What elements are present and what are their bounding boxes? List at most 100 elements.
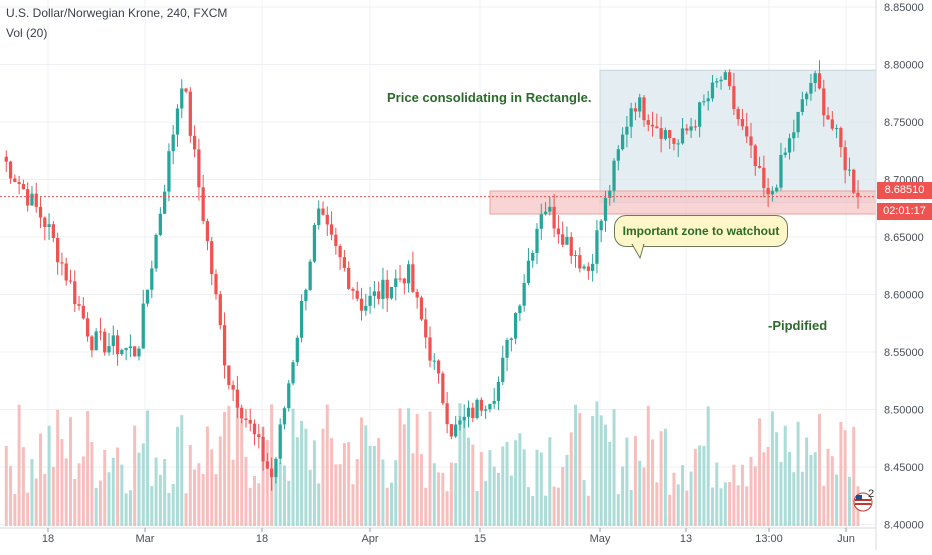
candle-body <box>389 286 394 299</box>
candle-body <box>659 128 663 139</box>
volume-bar <box>484 481 488 526</box>
volume-bar <box>496 472 500 526</box>
candle-body <box>287 383 291 409</box>
candle-body <box>839 128 843 148</box>
volume-bar <box>608 441 612 526</box>
candle-body <box>715 81 719 83</box>
volume-bar <box>402 424 406 526</box>
volume-bar <box>796 421 800 526</box>
volume-bar <box>582 480 586 526</box>
volume-bar <box>197 463 201 526</box>
candle-body <box>282 408 287 425</box>
volume-bar <box>227 405 231 526</box>
volume-bar <box>805 437 809 526</box>
candle-body <box>591 263 595 271</box>
candle-body <box>449 424 454 437</box>
volume-bar <box>509 475 513 526</box>
flag-icon[interactable] <box>852 491 880 513</box>
volume-bar <box>809 455 813 526</box>
volume-bar <box>616 494 620 526</box>
candle-body <box>817 73 822 89</box>
volume-bar <box>689 471 693 526</box>
candle-body <box>436 360 441 374</box>
volume-bar <box>852 426 856 526</box>
volume-bar <box>17 404 21 526</box>
volume-bar <box>291 408 295 526</box>
candle-body <box>120 349 124 355</box>
candle-body <box>441 373 445 404</box>
candle-body <box>518 305 522 314</box>
candle-body <box>21 184 26 190</box>
candle-body <box>608 190 612 198</box>
volume-bar <box>398 408 402 526</box>
candle-body <box>265 461 269 469</box>
volume-bar <box>471 444 475 526</box>
candle-body <box>770 191 775 195</box>
candle-body <box>826 115 830 120</box>
volume-bar <box>312 440 316 526</box>
candle-body <box>629 108 633 127</box>
candle-body <box>569 236 573 256</box>
volume-bar <box>621 466 625 526</box>
candle-body <box>137 348 141 357</box>
volume-bar <box>437 472 441 526</box>
candle-body <box>252 423 257 435</box>
volume-bar <box>137 452 141 526</box>
candle-body <box>150 268 154 290</box>
candle-body <box>34 193 38 207</box>
candle-body <box>240 407 244 419</box>
volume-bar <box>561 467 565 526</box>
volume-bar <box>685 490 689 526</box>
volume-bar <box>826 448 830 526</box>
candle-body <box>732 86 736 109</box>
volume-bar <box>26 492 30 526</box>
volume-label: Vol (20) <box>6 26 48 40</box>
volume-bar <box>449 462 453 526</box>
volume-bar <box>758 418 762 526</box>
volume-bar <box>595 401 599 526</box>
volume-bar <box>81 456 85 526</box>
candle-body <box>852 169 856 193</box>
candle-body <box>64 263 68 281</box>
candle-body <box>736 108 740 120</box>
candle-body <box>261 436 265 462</box>
candle-body <box>406 264 411 284</box>
candle-body <box>128 346 133 349</box>
volume-bar <box>633 436 637 526</box>
candle-body <box>552 206 556 229</box>
volume-bar <box>355 458 359 526</box>
volume-bar <box>681 465 685 526</box>
candle-body <box>548 206 552 212</box>
volume-bar <box>330 438 334 526</box>
volume-bar <box>715 462 719 526</box>
volume-bar <box>64 458 68 526</box>
volume-bar <box>548 437 552 526</box>
chart-title: U.S. Dollar/Norwegian Krone, 240, FXCM <box>6 6 228 20</box>
candle-body <box>192 135 197 150</box>
volume-bar <box>56 409 60 526</box>
candle-body <box>843 147 847 171</box>
candle-body <box>501 357 505 382</box>
candle-body <box>775 187 779 192</box>
volume-bar <box>792 472 796 526</box>
volume-bar <box>411 453 415 526</box>
volume-bar <box>47 425 51 526</box>
volume-bar <box>171 483 175 526</box>
volume-bar <box>736 485 740 526</box>
candle-body <box>94 331 98 351</box>
candle-body <box>338 246 342 258</box>
candle-body <box>834 128 839 130</box>
volume-bar <box>30 459 34 526</box>
candle-body <box>372 291 376 296</box>
volume-bar <box>569 432 573 526</box>
candle-body <box>334 234 338 247</box>
candle-body <box>466 407 471 417</box>
volume-bar <box>13 493 17 526</box>
volume-bar <box>141 443 145 526</box>
volume-bar <box>240 419 244 526</box>
candle-body <box>792 132 796 139</box>
candle-body <box>308 261 312 290</box>
volume-bar <box>287 480 291 526</box>
